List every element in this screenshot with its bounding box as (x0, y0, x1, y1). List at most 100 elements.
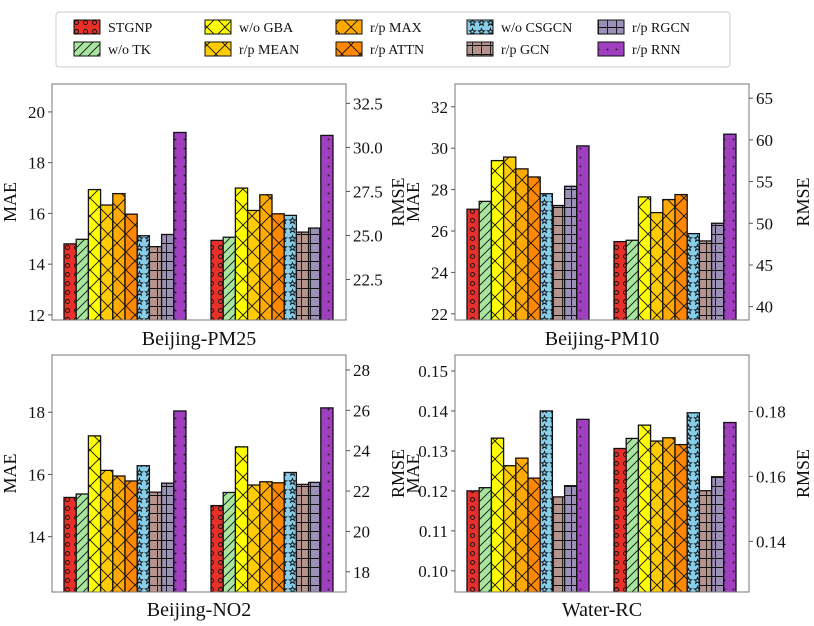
mae-bar-r-p-max (112, 192, 126, 320)
legend-label: r/p ATTN (370, 43, 424, 58)
rmse-bar-r-p-rgcn (710, 222, 725, 320)
y-axis-label: MAE (0, 453, 20, 493)
y2-tick-label: 45 (756, 256, 773, 275)
mae-bar-r-p-gcn (551, 496, 566, 592)
mae-bar-r-p-mean (99, 469, 114, 592)
y2-axis-label: RMSE (388, 177, 408, 226)
legend-item-stgnp: STGNP (73, 19, 153, 36)
legend-swatch (73, 19, 101, 35)
rmse-bar-r-p-attn (271, 482, 285, 592)
rmse-bar-r-p-rnn (320, 407, 334, 592)
mae-bar-w-o-csgcn (136, 235, 151, 320)
rmse-bar-stgnp (210, 239, 224, 320)
y-tick-label: 22 (431, 305, 448, 324)
y-tick-label: 16 (28, 465, 45, 484)
rmse-bar-w-o-csgcn (283, 214, 298, 320)
mae-bar-w-o-tk (75, 493, 90, 592)
rmse-bar-r-p-rgcn (710, 476, 725, 592)
rmse-bar-stgnp (613, 240, 627, 320)
y-tick-label: 30 (431, 139, 448, 158)
rmse-bar-stgnp (210, 504, 224, 592)
mae-bar-r-p-rgcn (563, 485, 578, 592)
y-tick-label: 14 (28, 255, 46, 274)
rmse-bar-w-o-gba (637, 196, 652, 320)
y2-tick-label: 18 (353, 563, 370, 582)
rmse-bar-r-p-max (259, 481, 273, 592)
rmse-bar-w-o-csgcn (686, 232, 701, 320)
y-tick-label: 28 (431, 181, 448, 200)
legend-swatch (466, 19, 494, 35)
mae-bar-r-p-attn (124, 213, 138, 320)
mae-bar-r-p-rnn (576, 145, 590, 320)
y2-tick-label: 0.18 (756, 402, 786, 421)
mae-bar-w-o-tk (478, 200, 493, 320)
mae-bar-r-p-gcn (148, 246, 163, 320)
rmse-bar-w-o-tk (222, 236, 237, 320)
y-tick-label: 12 (28, 306, 45, 325)
subplot-title: Water-RC (562, 599, 642, 621)
rmse-bar-r-p-max (662, 437, 676, 592)
mae-bar-r-p-rgcn (160, 482, 175, 592)
subplot-title: Beijing-PM25 (142, 328, 256, 350)
y-tick-label: 0.15 (418, 362, 448, 381)
rmse-bar-r-p-mean (246, 484, 261, 592)
rmse-bar-r-p-mean (246, 209, 261, 320)
mae-bar-r-p-mean (502, 465, 517, 592)
legend-swatch (204, 19, 232, 35)
mae-bar-stgnp (466, 208, 480, 320)
mae-bar-r-p-attn (124, 480, 138, 592)
y2-tick-label: 65 (756, 89, 773, 108)
subplot-title: Beijing-NO2 (147, 599, 251, 621)
y2-tick-label: 0.16 (756, 467, 786, 486)
y2-tick-label: 28 (353, 361, 370, 380)
y-axis-label: MAE (403, 453, 423, 493)
rmse-bar-stgnp (613, 447, 627, 592)
legend-swatch (597, 41, 625, 57)
mae-bar-stgnp (63, 496, 77, 592)
mae-bar-stgnp (63, 243, 77, 320)
y2-axis-label: RMSE (388, 449, 408, 498)
y-axis-label: MAE (403, 182, 423, 222)
mae-bar-r-p-mean (502, 156, 517, 320)
mae-bar-r-p-rnn (173, 410, 187, 592)
rmse-bar-r-p-gcn (698, 240, 713, 320)
y2-axis-label: RMSE (793, 449, 813, 498)
mae-bar-r-p-max (515, 457, 529, 592)
y2-tick-label: 20 (353, 522, 370, 541)
y-tick-label: 32 (431, 98, 448, 117)
y2-axis-label: RMSE (793, 177, 813, 226)
mae-bar-w-o-csgcn (539, 193, 554, 320)
legend-item-r-p-rnn: r/p RNN (597, 41, 681, 58)
legend: STGNP w/o TK w/o GBA r/p MEAN r/p MAX r/p ATT… (55, 11, 731, 68)
axes-frame (454, 83, 750, 321)
legend-item-r-p-max: r/p MAX (335, 19, 422, 36)
rmse-bar-w-o-tk (625, 239, 640, 320)
y2-tick-label: 26 (353, 401, 370, 420)
rmse-bar-r-p-max (259, 194, 273, 320)
legend-label: w/o TK (108, 43, 151, 58)
rmse-bar-r-p-attn (674, 193, 688, 320)
y2-tick-label: 25.0 (353, 226, 383, 245)
subplot-beijing-pm10: 22 24 26 28 30 32 40 45 50 55 60 65 MAE RMSE Beijing-P… (403, 83, 813, 350)
legend-swatch (335, 41, 363, 57)
y2-tick-label: 27.5 (353, 182, 383, 201)
legend-label: w/o GBA (239, 21, 294, 36)
y2-tick-label: 30.0 (353, 138, 383, 157)
rmse-bar-r-p-max (662, 198, 676, 320)
y2-tick-label: 22.5 (353, 270, 383, 289)
subplot-beijing-pm25: 12 14 16 18 20 22.5 25.0 27.5 30.0 32.5 MAE RMSE Bei… (0, 83, 408, 350)
rmse-bar-w-o-csgcn (686, 412, 701, 592)
y-tick-label: 26 (431, 222, 448, 241)
y-tick-label: 20 (28, 103, 45, 122)
y2-tick-label: 32.5 (353, 94, 383, 113)
legend-item-r-p-rgcn: r/p RGCN (597, 19, 690, 36)
legend-label: r/p MAX (370, 21, 422, 36)
y-tick-label: 0.11 (419, 522, 448, 541)
bars (63, 407, 334, 592)
mae-bar-w-o-csgcn (539, 410, 554, 592)
rmse-bar-w-o-tk (222, 491, 237, 592)
legend-swatch (466, 41, 494, 57)
rmse-bar-w-o-tk (625, 437, 640, 592)
mae-bar-r-p-mean (99, 204, 114, 320)
